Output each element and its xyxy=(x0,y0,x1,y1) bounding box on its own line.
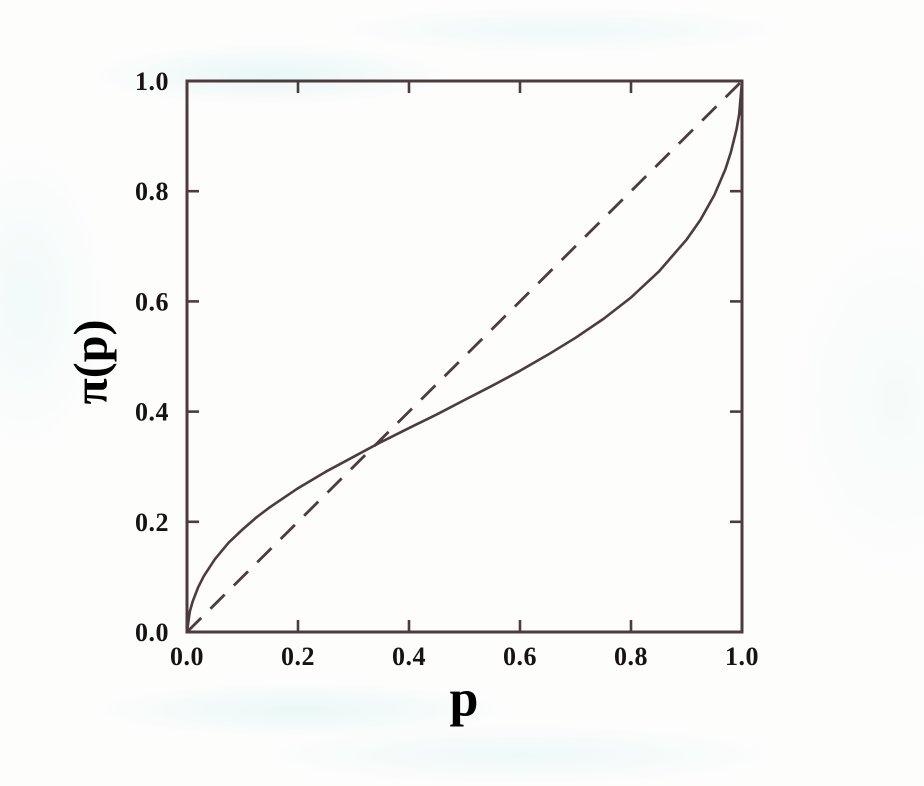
diagonal-reference-line xyxy=(186,80,743,633)
x-tick-label: 1.0 xyxy=(725,642,759,671)
x-tick-label: 0.0 xyxy=(170,642,204,671)
x-axis-label: p xyxy=(449,670,479,728)
x-tick-label: 0.8 xyxy=(614,642,648,671)
weighting-curve xyxy=(185,80,744,633)
x-tick-label: 0.2 xyxy=(281,642,315,671)
y-tick-label: 0.8 xyxy=(135,177,169,206)
y-axis-label: π(p) xyxy=(64,319,118,405)
x-tick-label: 0.6 xyxy=(503,642,537,671)
y-tick-label: 0.2 xyxy=(135,508,169,537)
y-tick-label: 0.6 xyxy=(135,287,169,316)
y-tick-label: 0.4 xyxy=(135,398,169,427)
y-tick-label: 1.0 xyxy=(135,67,169,96)
plot-frame xyxy=(185,79,744,634)
x-tick-label: 0.4 xyxy=(392,642,426,671)
y-tick-label: 0.0 xyxy=(135,618,169,647)
